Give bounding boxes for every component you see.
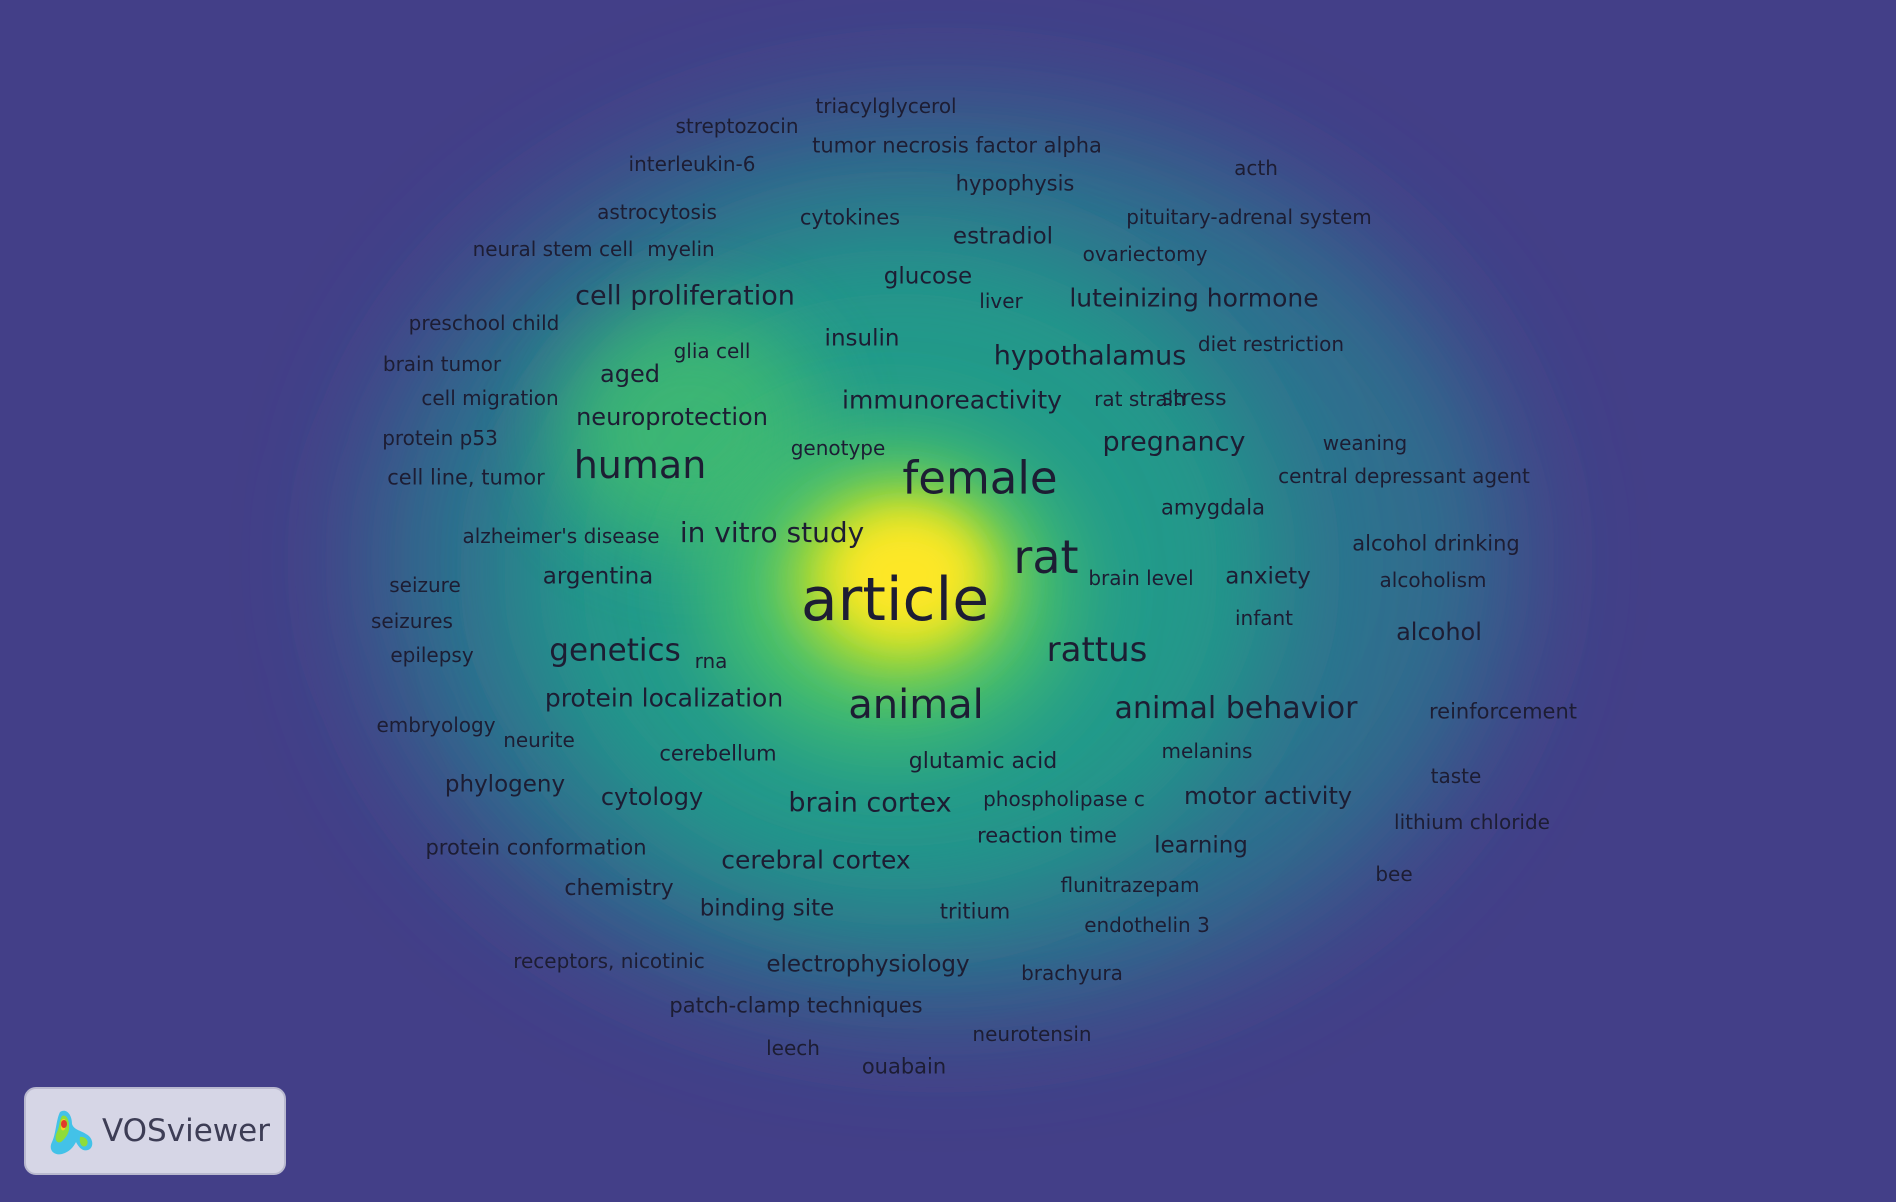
keyword-label[interactable]: reaction time — [977, 823, 1117, 848]
keyword-label[interactable]: embryology — [376, 713, 496, 737]
keyword-label[interactable]: rat — [1013, 530, 1079, 584]
keyword-label[interactable]: chemistry — [564, 876, 674, 901]
keyword-label[interactable]: patch-clamp techniques — [669, 993, 923, 1018]
keyword-label[interactable]: brain cortex — [788, 787, 952, 819]
keyword-label[interactable]: flunitrazepam — [1060, 873, 1200, 897]
keyword-label[interactable]: argentina — [542, 563, 654, 590]
keyword-label[interactable]: triacylglycerol — [815, 94, 957, 118]
keyword-label[interactable]: cerebral cortex — [721, 845, 911, 875]
keyword-label[interactable]: phospholipase c — [983, 787, 1145, 811]
keyword-label[interactable]: cytology — [600, 783, 704, 811]
keyword-label[interactable]: alcoholism — [1379, 568, 1487, 592]
keyword-label[interactable]: genetics — [549, 632, 681, 669]
keyword-label[interactable]: pregnancy — [1102, 426, 1246, 458]
keyword-label[interactable]: animal behavior — [1114, 691, 1358, 726]
keyword-label[interactable]: neurotensin — [972, 1022, 1092, 1046]
keyword-label[interactable]: learning — [1154, 832, 1248, 859]
keyword-label[interactable]: leech — [766, 1036, 820, 1060]
keyword-label[interactable]: alzheimer's disease — [462, 524, 660, 548]
keyword-label[interactable]: article — [800, 565, 990, 635]
keyword-label[interactable]: anxiety — [1225, 563, 1311, 590]
keyword-label[interactable]: protein localization — [544, 683, 784, 713]
keyword-label[interactable]: receptors, nicotinic — [513, 949, 705, 973]
keyword-label[interactable]: binding site — [699, 895, 835, 922]
keyword-label[interactable]: stress — [1161, 386, 1227, 411]
keyword-label[interactable]: glutamic acid — [908, 749, 1058, 774]
keyword-label[interactable]: astrocytosis — [597, 200, 717, 224]
keyword-label[interactable]: aged — [600, 360, 660, 388]
keyword-label[interactable]: phylogeny — [444, 771, 566, 798]
keyword-label[interactable]: interleukin-6 — [628, 152, 756, 176]
keyword-label[interactable]: human — [573, 443, 707, 487]
keyword-label[interactable]: female — [902, 451, 1058, 505]
keyword-label[interactable]: endothelin 3 — [1084, 913, 1210, 937]
keyword-label[interactable]: brain level — [1088, 566, 1194, 590]
keyword-label[interactable]: streptozocin — [675, 114, 799, 138]
keyword-label[interactable]: neural stem cell — [472, 237, 634, 261]
keyword-label[interactable]: glia cell — [673, 339, 751, 363]
keyword-label[interactable]: glucose — [883, 263, 973, 290]
keyword-label[interactable]: neurite — [503, 728, 575, 752]
keyword-label[interactable]: myelin — [647, 237, 715, 261]
density-blob-5 — [833, 515, 977, 635]
keyword-label[interactable]: rna — [694, 649, 728, 673]
keyword-label[interactable]: tritium — [939, 899, 1011, 924]
keyword-label[interactable]: motor activity — [1183, 782, 1353, 810]
keyword-label[interactable]: alcohol — [1396, 618, 1482, 646]
keyword-label[interactable]: rat strain — [1094, 387, 1186, 411]
keyword-label[interactable]: ovariectomy — [1082, 242, 1208, 266]
keyword-label[interactable]: cell line, tumor — [387, 465, 545, 490]
keyword-label[interactable]: seizures — [371, 609, 453, 633]
keyword-label[interactable]: preschool child — [408, 311, 560, 335]
keyword-label[interactable]: cell proliferation — [575, 280, 795, 312]
keyword-label[interactable]: protein conformation — [425, 835, 647, 860]
keyword-label[interactable]: taste — [1430, 764, 1482, 788]
keyword-label[interactable]: hypophysis — [955, 171, 1075, 196]
vosviewer-logo-icon — [50, 1110, 93, 1155]
keyword-label[interactable]: weaning — [1322, 431, 1408, 455]
keyword-label[interactable]: brain tumor — [382, 352, 502, 376]
keyword-label[interactable]: genotype — [790, 436, 886, 460]
keyword-label[interactable]: lithium chloride — [1394, 810, 1550, 834]
keyword-label[interactable]: central depressant agent — [1278, 464, 1530, 488]
keyword-label[interactable]: immunoreactivity — [842, 385, 1062, 415]
keyword-label[interactable]: protein p53 — [382, 426, 498, 450]
vosviewer-logo-badge[interactable]: VOSviewer — [24, 1087, 286, 1175]
keyword-label[interactable]: amygdala — [1161, 495, 1265, 520]
vosviewer-logo-text: VOSviewer — [102, 1113, 270, 1149]
keyword-label[interactable]: pituitary-adrenal system — [1126, 205, 1372, 229]
keyword-label[interactable]: in vitro study — [679, 516, 865, 549]
keyword-label[interactable]: brachyura — [1021, 961, 1123, 985]
keyword-label[interactable]: liver — [979, 289, 1023, 313]
keyword-label[interactable]: infant — [1234, 606, 1294, 630]
keyword-label[interactable]: epilepsy — [390, 643, 474, 667]
keyword-label[interactable]: animal — [848, 682, 984, 728]
keyword-label[interactable]: ouabain — [861, 1054, 947, 1079]
keyword-label[interactable]: estradiol — [952, 223, 1054, 250]
keyword-label[interactable]: electrophysiology — [766, 951, 970, 978]
keyword-label[interactable]: bee — [1375, 862, 1413, 886]
keyword-label[interactable]: cytokines — [799, 205, 901, 230]
keyword-label[interactable]: cerebellum — [659, 741, 777, 766]
keyword-label[interactable]: diet restriction — [1197, 332, 1345, 356]
keyword-label[interactable]: insulin — [824, 325, 900, 352]
keyword-label[interactable]: rattus — [1046, 630, 1148, 670]
keyword-label[interactable]: neuroprotection — [576, 403, 768, 431]
keyword-label[interactable]: acth — [1234, 156, 1278, 180]
keyword-label[interactable]: seizure — [389, 573, 461, 597]
keyword-label[interactable]: hypothalamus — [993, 340, 1187, 372]
keyword-label[interactable]: tumor necrosis factor alpha — [812, 133, 1102, 158]
keyword-label[interactable]: reinforcement — [1428, 699, 1578, 724]
keyword-label[interactable]: melanins — [1161, 739, 1253, 763]
keyword-label[interactable]: alcohol drinking — [1352, 531, 1520, 556]
keyword-label[interactable]: cell migration — [421, 386, 559, 410]
keyword-label[interactable]: luteinizing hormone — [1069, 283, 1319, 313]
